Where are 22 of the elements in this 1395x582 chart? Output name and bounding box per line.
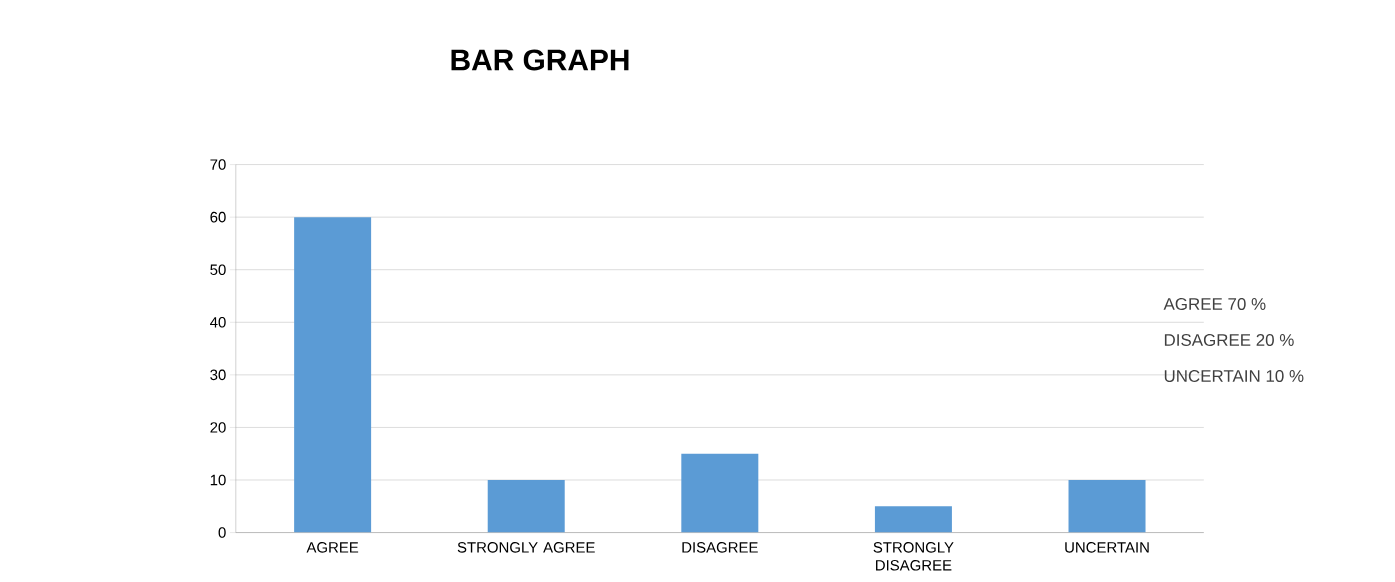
y-tick-label: 20 xyxy=(210,422,226,433)
bar xyxy=(487,480,565,533)
y-tick-label: 70 xyxy=(210,159,226,170)
bar xyxy=(681,453,759,533)
annotation: AGREE 70 % xyxy=(1163,297,1266,310)
y-tick-label: 40 xyxy=(210,316,226,328)
annotation: DISAGREE 20 % xyxy=(1164,333,1294,346)
y-tick-label: 30 xyxy=(210,369,226,381)
x-tick-label: STRONGLY AGREE xyxy=(457,542,595,553)
annotation: UNCERTAIN 10 % xyxy=(1164,369,1304,382)
bar xyxy=(294,217,372,533)
x-tick-label: STRONGLY DISAGREE xyxy=(873,542,954,571)
x-tick-label: DISAGREE xyxy=(682,542,758,553)
bar xyxy=(874,506,952,533)
bar xyxy=(1068,480,1146,533)
y-tick-label: 10 xyxy=(210,474,226,486)
x-tick-label: AGREE xyxy=(306,542,359,553)
y-tick-label: 60 xyxy=(210,211,226,223)
y-tick-label: 0 xyxy=(218,527,226,538)
x-tick-label: UNCERTAIN xyxy=(1065,542,1149,553)
y-tick-label: 50 xyxy=(210,264,226,275)
chart-title: BAR GRAPH xyxy=(451,49,629,71)
